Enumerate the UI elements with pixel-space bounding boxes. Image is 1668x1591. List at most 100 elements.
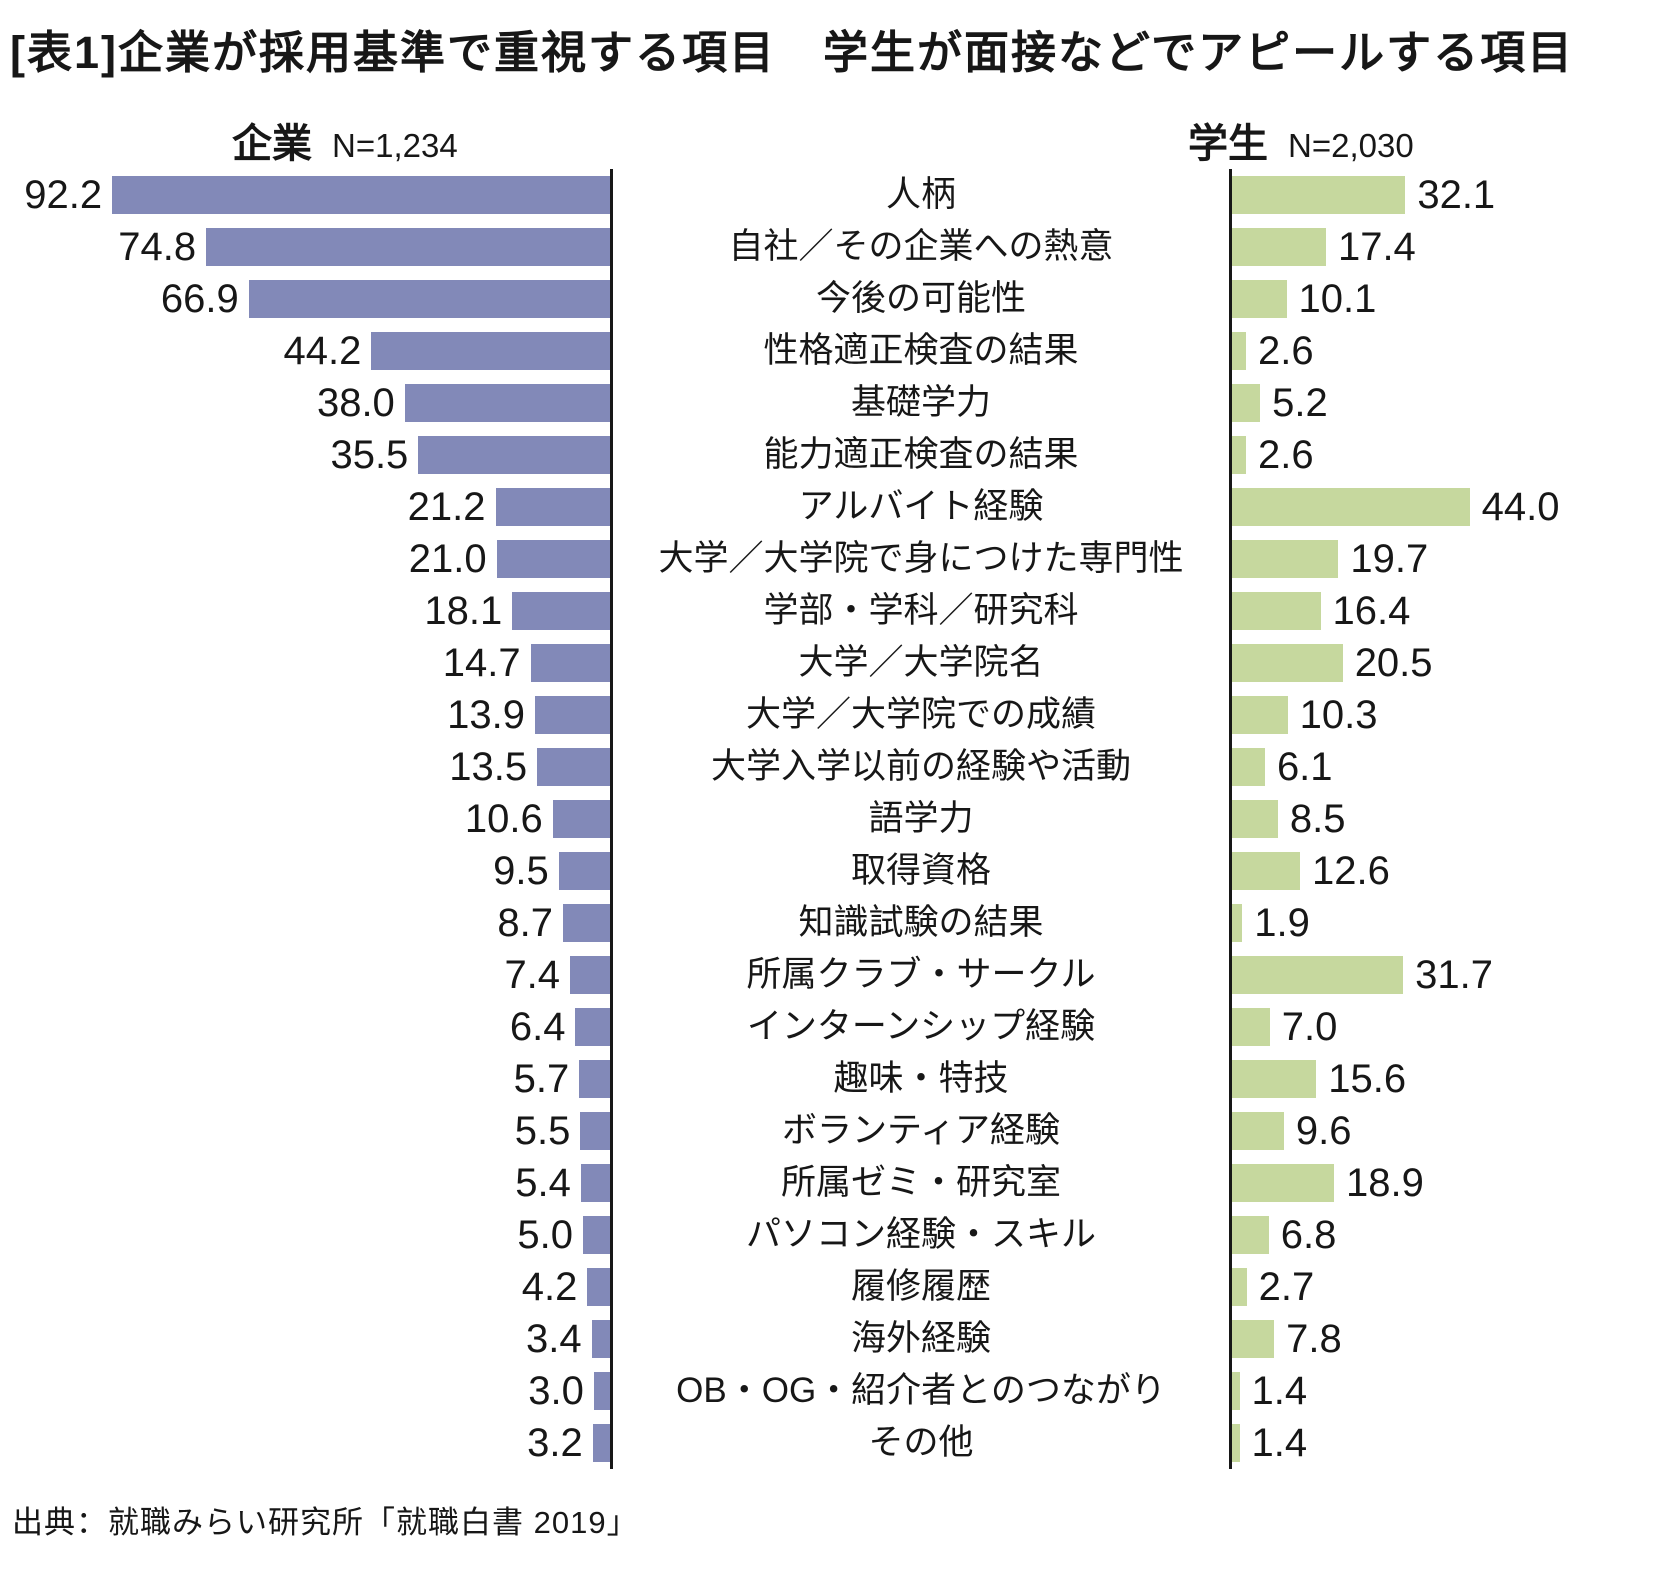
company-bar-cell: 13.9 — [0, 689, 613, 741]
company-bar — [583, 1216, 610, 1254]
company-bar-cell: 10.6 — [0, 793, 613, 845]
student-header-label: 学生 — [1188, 122, 1268, 166]
company-bar-cell: 7.4 — [0, 949, 613, 1001]
student-bar-cell: 18.9 — [1229, 1157, 1668, 1209]
student-value-label: 32.1 — [1417, 172, 1496, 217]
company-header-label: 企業 — [232, 122, 312, 166]
company-bar-cell: 4.2 — [0, 1261, 613, 1313]
chart-row: 6.4 インターンシップ経験 7.0 — [0, 1001, 1668, 1053]
category-label: 語学力 — [868, 799, 974, 838]
category-label: 人柄 — [885, 175, 956, 214]
student-bar-cell: 10.1 — [1229, 273, 1668, 325]
company-bar-cell: 44.2 — [0, 325, 613, 377]
student-value-label: 44.0 — [1481, 484, 1560, 529]
chart-row: 18.1 学部・学科／研究科 16.4 — [0, 585, 1668, 637]
company-value-label: 5.5 — [514, 1108, 571, 1153]
chart-row: 66.9 今後の可能性 10.1 — [0, 273, 1668, 325]
student-bar-cell: 1.4 — [1229, 1417, 1668, 1469]
category-label: 学部・学科／研究科 — [763, 591, 1079, 630]
student-bar-cell: 1.4 — [1229, 1365, 1668, 1417]
student-bar-cell: 44.0 — [1229, 481, 1668, 533]
company-bar-cell: 21.0 — [0, 533, 613, 585]
category-label: 大学／大学院名 — [798, 643, 1044, 682]
student-bar — [1232, 1320, 1275, 1358]
category-label: 基礎学力 — [850, 383, 991, 422]
company-value-label: 92.2 — [24, 172, 103, 217]
student-bar — [1232, 748, 1265, 786]
category-label: ボランティア経験 — [782, 1111, 1060, 1150]
company-value-label: 3.0 — [528, 1368, 584, 1413]
company-bar-cell: 35.5 — [0, 429, 613, 481]
chart-row: 9.5 取得資格 12.6 — [0, 845, 1668, 897]
company-bar — [593, 1372, 610, 1410]
chart-row: 92.2 人柄 32.1 — [0, 169, 1668, 221]
chart-row: 21.2 アルバイト経験 44.0 — [0, 481, 1668, 533]
student-bar — [1232, 1216, 1269, 1254]
student-value-label: 19.7 — [1350, 536, 1429, 581]
chart-rows: 92.2 人柄 32.1 74.8 自社／その企業への熱意 17.4 66.9 今後の可能性 1… — [0, 169, 1668, 1469]
company-bar-cell: 38.0 — [0, 377, 613, 429]
company-bar — [404, 384, 610, 422]
student-bar — [1232, 644, 1343, 682]
student-bar-cell: 31.7 — [1229, 949, 1668, 1001]
student-bar-cell: 2.6 — [1229, 325, 1668, 377]
company-value-label: 14.7 — [442, 640, 521, 685]
chart-row: 35.5 能力適正検査の結果 2.6 — [0, 429, 1668, 481]
chart-row: 5.7 趣味・特技 15.6 — [0, 1053, 1668, 1105]
category-label: 大学入学以前の経験や活動 — [710, 747, 1131, 786]
category-label: 履修履歴 — [850, 1267, 991, 1306]
student-bar — [1232, 436, 1247, 474]
student-value-label: 18.9 — [1346, 1160, 1424, 1205]
company-value-label: 6.4 — [509, 1004, 566, 1049]
company-bar-cell: 5.5 — [0, 1105, 613, 1157]
company-value-label: 8.7 — [497, 900, 554, 945]
company-bar-cell: 74.8 — [0, 221, 613, 273]
category-label: OB・OG・紹介者とのつながり — [676, 1371, 1166, 1410]
category-label: 今後の可能性 — [815, 279, 1026, 318]
chart-row: 13.5 大学入学以前の経験や活動 6.1 — [0, 741, 1668, 793]
student-bar-cell: 10.3 — [1229, 689, 1668, 741]
student-bar-cell: 2.6 — [1229, 429, 1668, 481]
category-label: アルバイト経験 — [798, 487, 1044, 526]
company-bar — [248, 280, 610, 318]
company-value-label: 35.5 — [330, 432, 409, 477]
company-bar — [112, 176, 610, 214]
student-bar-cell: 5.2 — [1229, 377, 1668, 429]
company-bar — [579, 1060, 610, 1098]
category-label: パソコン経験・スキル — [745, 1215, 1096, 1254]
company-bar-cell: 18.1 — [0, 585, 613, 637]
company-bar-cell: 13.5 — [0, 741, 613, 793]
category-label: その他 — [868, 1423, 974, 1462]
student-bar-cell: 12.6 — [1229, 845, 1668, 897]
student-bar-cell: 2.7 — [1229, 1261, 1668, 1313]
student-bar — [1232, 228, 1326, 266]
student-bar — [1232, 904, 1243, 942]
company-value-label: 5.0 — [517, 1212, 573, 1257]
student-bar-cell: 19.7 — [1229, 533, 1668, 585]
company-value-label: 38.0 — [316, 380, 395, 425]
company-bar-cell: 21.2 — [0, 481, 613, 533]
company-bar — [495, 488, 610, 526]
student-value-label: 8.5 — [1289, 796, 1346, 841]
student-value-label: 15.6 — [1328, 1056, 1407, 1101]
student-bar-cell: 6.1 — [1229, 741, 1668, 793]
chart-row: 7.4 所属クラブ・サークル 31.7 — [0, 949, 1668, 1001]
company-value-label: 13.9 — [447, 692, 525, 737]
company-value-label: 3.4 — [526, 1316, 582, 1361]
student-value-label: 7.8 — [1286, 1316, 1342, 1361]
student-bar — [1232, 1424, 1240, 1462]
chart-row: 38.0 基礎学力 5.2 — [0, 377, 1668, 429]
student-value-label: 2.6 — [1258, 328, 1314, 373]
student-bar-cell: 20.5 — [1229, 637, 1668, 689]
chart-headers: 企業 N=1,234 学生 N=2,030 — [0, 111, 1668, 166]
student-bar — [1232, 1112, 1284, 1150]
chart-row: 3.4 海外経験 7.8 — [0, 1313, 1668, 1365]
company-value-label: 44.2 — [283, 328, 362, 373]
category-label: 大学／大学院で身につけた専門性 — [658, 539, 1184, 578]
chart-row: 8.7 知識試験の結果 1.9 — [0, 897, 1668, 949]
company-bar — [512, 592, 610, 630]
company-bar-cell: 3.0 — [0, 1365, 613, 1417]
student-bar-cell: 1.9 — [1229, 897, 1668, 949]
company-bar — [552, 800, 610, 838]
student-bar — [1232, 540, 1339, 578]
